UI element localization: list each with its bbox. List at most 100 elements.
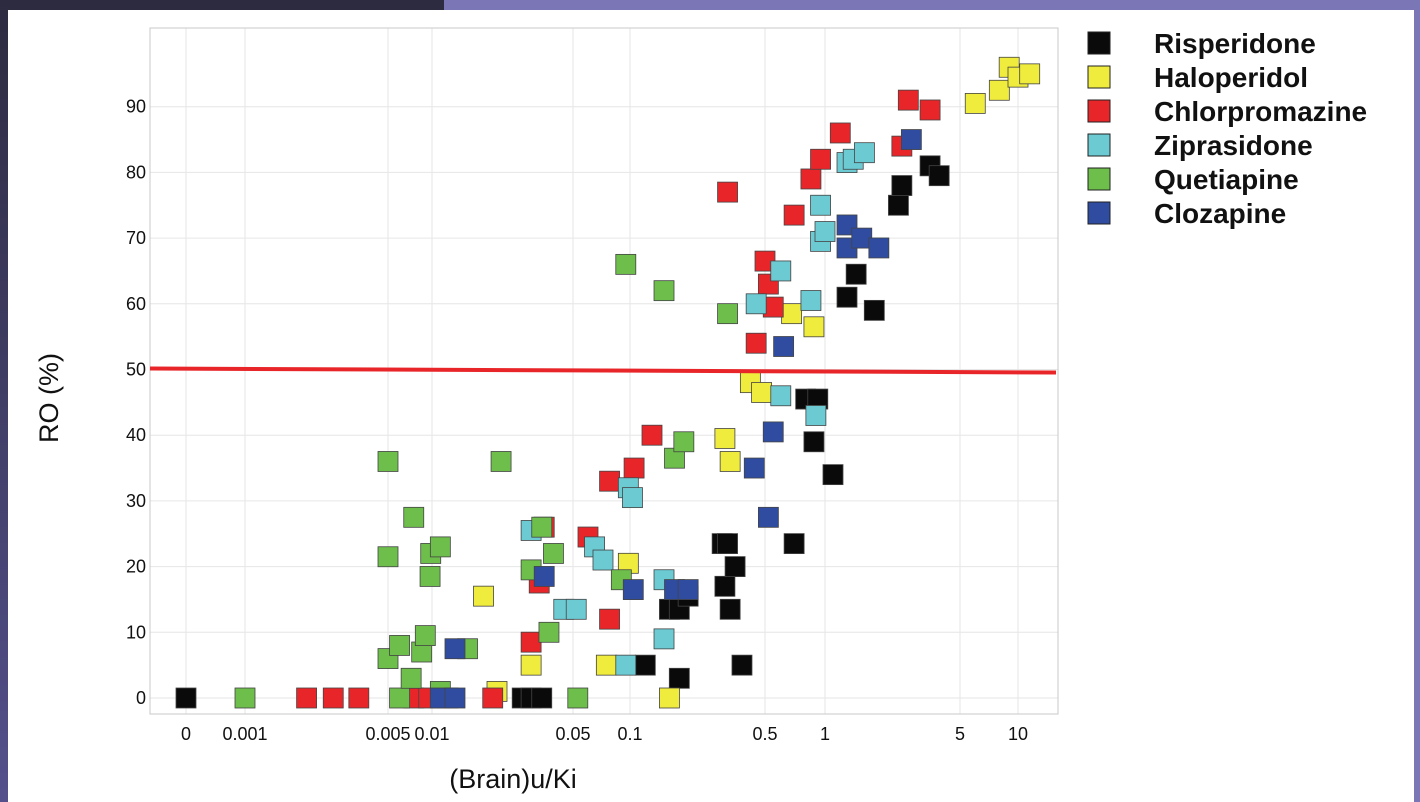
point-quetiapine: [538, 621, 560, 643]
legend-label-risperidone: Risperidone: [1154, 28, 1316, 59]
point-chlorpromazine: [623, 457, 645, 479]
point-chlorpromazine: [296, 687, 317, 709]
point-ziprasidone: [745, 293, 767, 315]
point-chlorpromazine: [520, 631, 542, 653]
point-chlorpromazine: [599, 470, 620, 492]
point-haloperidol: [803, 316, 825, 338]
point-clozapine: [444, 638, 466, 660]
point-chlorpromazine: [717, 181, 738, 203]
x-tick-label: 0.005: [365, 724, 410, 744]
y-tick-label: 30: [126, 491, 146, 511]
point-ziprasidone: [810, 194, 831, 216]
point-chlorpromazine: [829, 122, 851, 144]
x-tick-label: 10: [1008, 724, 1028, 744]
point-risperidone: [891, 175, 913, 196]
point-haloperidol: [1019, 63, 1041, 85]
point-quetiapine: [653, 280, 675, 302]
point-risperidone: [634, 654, 656, 676]
legend-swatch-chlorpromazine: [1087, 99, 1111, 123]
point-ziprasidone: [615, 654, 637, 676]
point-quetiapine: [414, 625, 436, 646]
point-quetiapine: [377, 451, 399, 472]
x-tick-label: 5: [955, 724, 965, 744]
x-tick-label: 0: [181, 724, 191, 744]
point-clozapine: [622, 579, 644, 600]
frame-left: [0, 0, 8, 802]
point-clozapine: [677, 579, 699, 600]
point-ziprasidone: [814, 221, 836, 242]
y-axis-title: RO (%): [34, 353, 64, 443]
point-risperidone: [863, 299, 885, 321]
reference-line-50: [149, 366, 1057, 375]
legend-swatch-haloperidol: [1087, 65, 1111, 89]
legend-label-haloperidol: Haloperidol: [1154, 62, 1308, 93]
point-ziprasidone: [653, 628, 675, 650]
x-tick-label: 0.1: [617, 724, 642, 744]
x-tick-label: 1: [820, 724, 830, 744]
point-chlorpromazine: [897, 89, 919, 111]
frame-top-dark: [0, 0, 444, 10]
point-haloperidol: [473, 585, 494, 607]
point-clozapine: [868, 237, 890, 259]
point-risperidone: [714, 575, 736, 597]
legend-label-chlorpromazine: Chlorpromazine: [1154, 96, 1367, 127]
legend-label-clozapine: Clozapine: [1154, 198, 1286, 229]
point-risperidone: [668, 667, 690, 689]
x-tick-label: 0.05: [555, 724, 590, 744]
legend-swatch-risperidone: [1087, 31, 1111, 55]
y-tick-label: 50: [126, 360, 146, 380]
point-haloperidol: [964, 93, 986, 114]
point-haloperidol: [751, 382, 772, 403]
point-ziprasidone: [770, 385, 792, 407]
point-ziprasidone: [805, 405, 827, 426]
point-quetiapine: [389, 635, 410, 656]
point-chlorpromazine: [919, 99, 941, 121]
point-risperidone: [836, 286, 858, 308]
point-risperidone: [803, 431, 825, 453]
point-clozapine: [533, 566, 555, 587]
point-risperidone: [175, 687, 197, 709]
point-risperidone: [731, 654, 753, 676]
point-quetiapine: [389, 687, 410, 709]
point-chlorpromazine: [641, 424, 663, 446]
y-tick-label: 20: [126, 557, 146, 577]
point-risperidone: [928, 165, 950, 187]
point-quetiapine: [403, 506, 425, 528]
y-tick-label: 10: [126, 622, 146, 642]
point-chlorpromazine: [800, 168, 822, 190]
legend-label-ziprasidone: Ziprasidone: [1154, 130, 1313, 161]
point-haloperidol: [659, 687, 680, 709]
legend-swatch-ziprasidone: [1087, 133, 1111, 157]
x-tick-label: 0.001: [222, 724, 267, 744]
point-risperidone: [888, 194, 909, 216]
point-quetiapine: [673, 431, 695, 453]
point-ziprasidone: [770, 260, 792, 282]
point-risperidone: [845, 263, 867, 285]
point-quetiapine: [400, 667, 422, 689]
point-quetiapine: [377, 546, 399, 568]
point-chlorpromazine: [599, 608, 620, 630]
point-ziprasidone: [622, 487, 643, 509]
x-tick-label: 0.01: [414, 724, 449, 744]
y-tick-label: 80: [126, 162, 146, 182]
point-chlorpromazine: [745, 332, 767, 354]
point-clozapine: [757, 506, 779, 528]
point-ziprasidone: [565, 598, 587, 620]
point-ziprasidone: [800, 290, 822, 311]
point-chlorpromazine: [348, 687, 370, 709]
point-risperidone: [531, 687, 553, 709]
point-chlorpromazine: [810, 148, 831, 170]
point-clozapine: [743, 457, 765, 479]
point-quetiapine: [429, 536, 451, 558]
point-clozapine: [900, 129, 922, 150]
legend: RisperidoneHaloperidolChlorpromazineZipr…: [1087, 28, 1367, 229]
point-haloperidol: [595, 654, 617, 676]
data-points: [175, 56, 1041, 709]
legend-swatch-quetiapine: [1087, 167, 1111, 191]
y-tick-label: 40: [126, 425, 146, 445]
x-axis-title: (Brain)u/Ki: [449, 764, 577, 794]
legend-swatch-clozapine: [1087, 201, 1111, 225]
point-clozapine: [444, 687, 466, 709]
point-haloperidol: [781, 303, 803, 325]
